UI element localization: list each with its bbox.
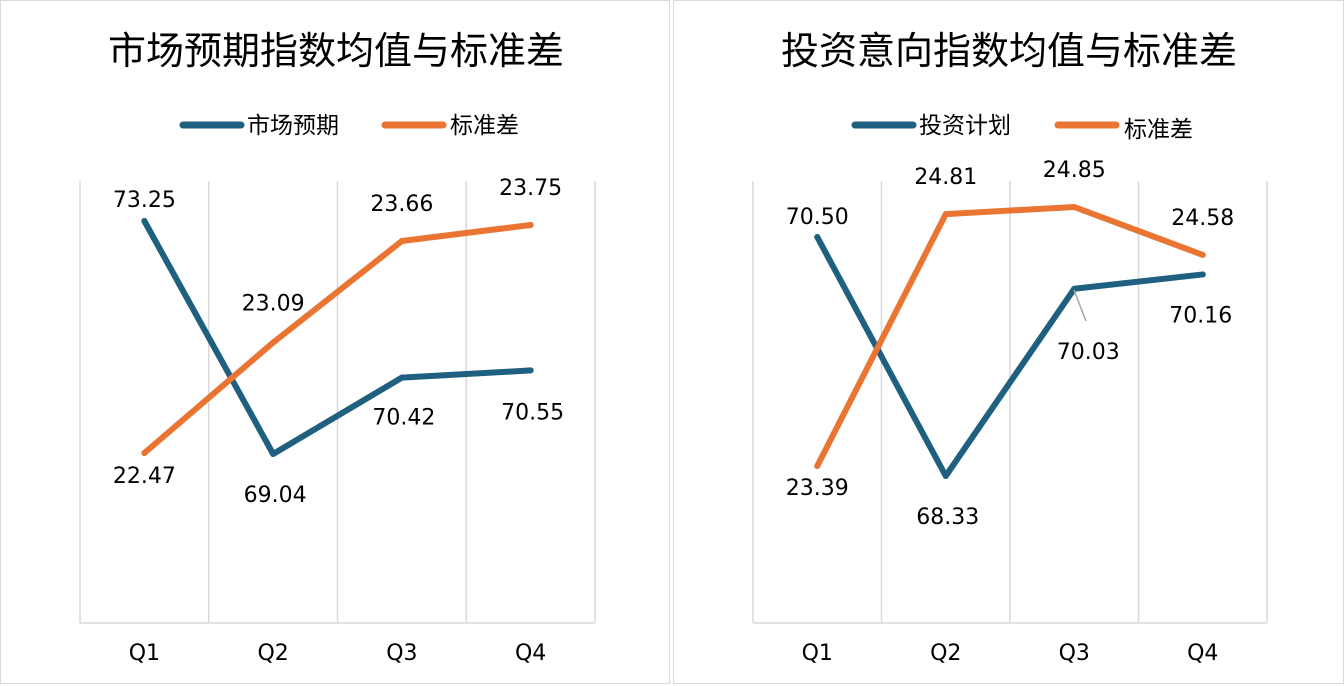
x-tick-label: Q3 <box>1059 641 1090 666</box>
data-label: 24.58 <box>1171 206 1234 231</box>
data-point <box>398 374 405 381</box>
data-point <box>942 211 949 218</box>
legend-label-series-2: 标准差 <box>450 113 519 139</box>
data-label: 70.03 <box>1057 340 1120 365</box>
data-point <box>814 234 821 240</box>
plot-area: Q1 Q2 Q3 Q4 70.50 68.33 70.03 70.16 23.39 24.81 24… <box>752 158 1268 666</box>
data-label: 23.66 <box>370 192 433 217</box>
data-label: 70.42 <box>372 406 435 431</box>
data-label: 23.39 <box>786 476 849 501</box>
x-tick-label: Q1 <box>129 641 160 666</box>
data-point <box>527 222 534 228</box>
data-label: 70.16 <box>1169 303 1232 328</box>
label-leader-line <box>1073 289 1087 322</box>
data-point <box>141 450 148 456</box>
data-point <box>814 463 821 469</box>
x-tick-label: Q4 <box>515 641 546 666</box>
data-label: 24.85 <box>1043 158 1106 183</box>
chart-svg-market: 市场预期指数均值与标准差 市场预期 标准差 Q1 Q2 Q3 Q4 73.25 69.04… <box>79 29 596 666</box>
x-tick-label: Q2 <box>930 641 961 666</box>
x-tick-label: Q1 <box>802 641 833 666</box>
chart-title: 市场预期指数均值与标准差 <box>108 29 564 73</box>
series-line-1 <box>814 234 1206 479</box>
legend-label-series-1: 市场预期 <box>247 113 339 139</box>
series-line-1 <box>141 218 534 457</box>
x-tick-label: Q2 <box>257 641 288 666</box>
legend-label-series-1: 投资计划 <box>919 113 1011 139</box>
data-label: 23.75 <box>499 176 562 201</box>
plot-area: Q1 Q2 Q3 Q4 73.25 69.04 70.42 70.55 22.47 23.09 23… <box>79 176 596 666</box>
data-point <box>1199 251 1206 258</box>
data-point <box>141 218 148 224</box>
data-point <box>1071 204 1078 210</box>
data-point <box>1199 271 1206 278</box>
x-tick-label: Q4 <box>1187 641 1218 666</box>
legend: 市场预期 标准差 <box>179 113 519 139</box>
data-label: 22.47 <box>113 464 176 489</box>
legend-label-series-2: 标准差 <box>1124 117 1193 143</box>
data-label: 70.50 <box>786 205 849 230</box>
series-line-2 <box>141 222 534 456</box>
data-point <box>1071 285 1078 292</box>
chart-title: 投资意向指数均值与标准差 <box>781 29 1237 73</box>
data-point <box>527 367 534 374</box>
data-label: 73.25 <box>113 188 176 213</box>
series-line-2 <box>814 204 1206 469</box>
data-label: 68.33 <box>916 505 979 530</box>
data-point <box>942 473 949 479</box>
legend: 投资计划 标准差 <box>851 113 1193 143</box>
data-label: 69.04 <box>244 483 307 508</box>
chart-panel-market: 市场预期指数均值与标准差 市场预期 标准差 Q1 Q2 Q3 Q4 73.25 69.04… <box>0 0 670 684</box>
data-point <box>270 339 277 346</box>
chart-panel-investment: 投资意向指数均值与标准差 投资计划 标准差 Q1 Q2 Q3 Q4 70.50 68.33… <box>673 0 1344 684</box>
x-tick-label: Q3 <box>386 641 417 666</box>
data-label: 24.81 <box>914 165 977 190</box>
data-label: 23.09 <box>242 292 305 317</box>
data-label: 70.55 <box>501 400 564 425</box>
chart-svg-investment: 投资意向指数均值与标准差 投资计划 标准差 Q1 Q2 Q3 Q4 70.50 68.33… <box>752 29 1268 666</box>
data-point <box>270 451 277 457</box>
data-point <box>398 238 405 245</box>
